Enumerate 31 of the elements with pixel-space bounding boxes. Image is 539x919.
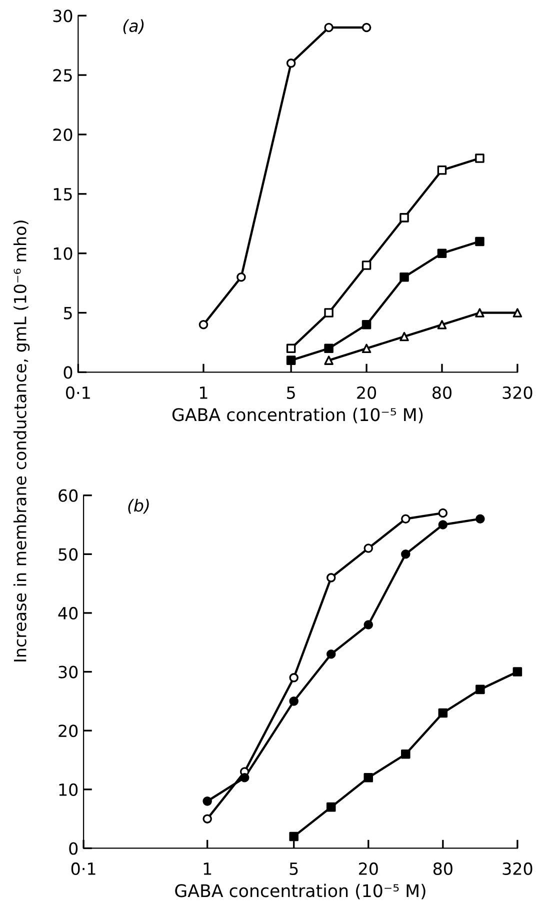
y-tick-label: 60 xyxy=(58,489,78,502)
x-axis-title: GABA concentration (10⁻⁵ M) xyxy=(175,884,426,900)
x-tick-label: 20 xyxy=(357,386,376,399)
y-tick-label: 20 xyxy=(58,724,78,738)
y-tick-label: 0 xyxy=(69,842,78,855)
x-axis-title: GABA concentration (10⁻⁵ M) xyxy=(172,408,423,424)
y-tick-label: 40 xyxy=(58,606,78,620)
y-tick-label: 30 xyxy=(58,666,78,678)
y-tick-label: 25 xyxy=(53,69,72,82)
y-tick-label: 30 xyxy=(53,10,72,22)
x-tick-label: 20 xyxy=(359,862,378,876)
x-tick-label: 1 xyxy=(200,386,208,399)
x-tick-label: 5 xyxy=(287,386,295,399)
x-tick-label: 5 xyxy=(290,862,298,876)
y-tick-label: 10 xyxy=(54,247,72,260)
y-tick-label: 0 xyxy=(64,366,72,379)
x-tick-label: 0·1 xyxy=(66,386,90,399)
y-tick-label: 5 xyxy=(64,306,72,320)
x-tick-label: 80 xyxy=(433,862,452,876)
x-tick-label: 80 xyxy=(432,386,452,399)
y-tick-label: 20 xyxy=(53,128,72,142)
annotation: (b) xyxy=(128,498,149,514)
y-tick-label: 15 xyxy=(54,188,72,200)
annotation: (a) xyxy=(123,19,144,34)
x-tick-label: 320 xyxy=(502,862,532,876)
y-tick-label: 50 xyxy=(58,548,78,561)
y-tick-label: 10 xyxy=(59,783,78,796)
x-tick-label: 320 xyxy=(502,386,532,399)
x-tick-label: 0·1 xyxy=(71,862,96,876)
x-tick-label: 1 xyxy=(204,862,212,875)
y-axis-title: Increase in membrane conductance, gmL (10⁻⁶ mho) xyxy=(13,220,30,662)
